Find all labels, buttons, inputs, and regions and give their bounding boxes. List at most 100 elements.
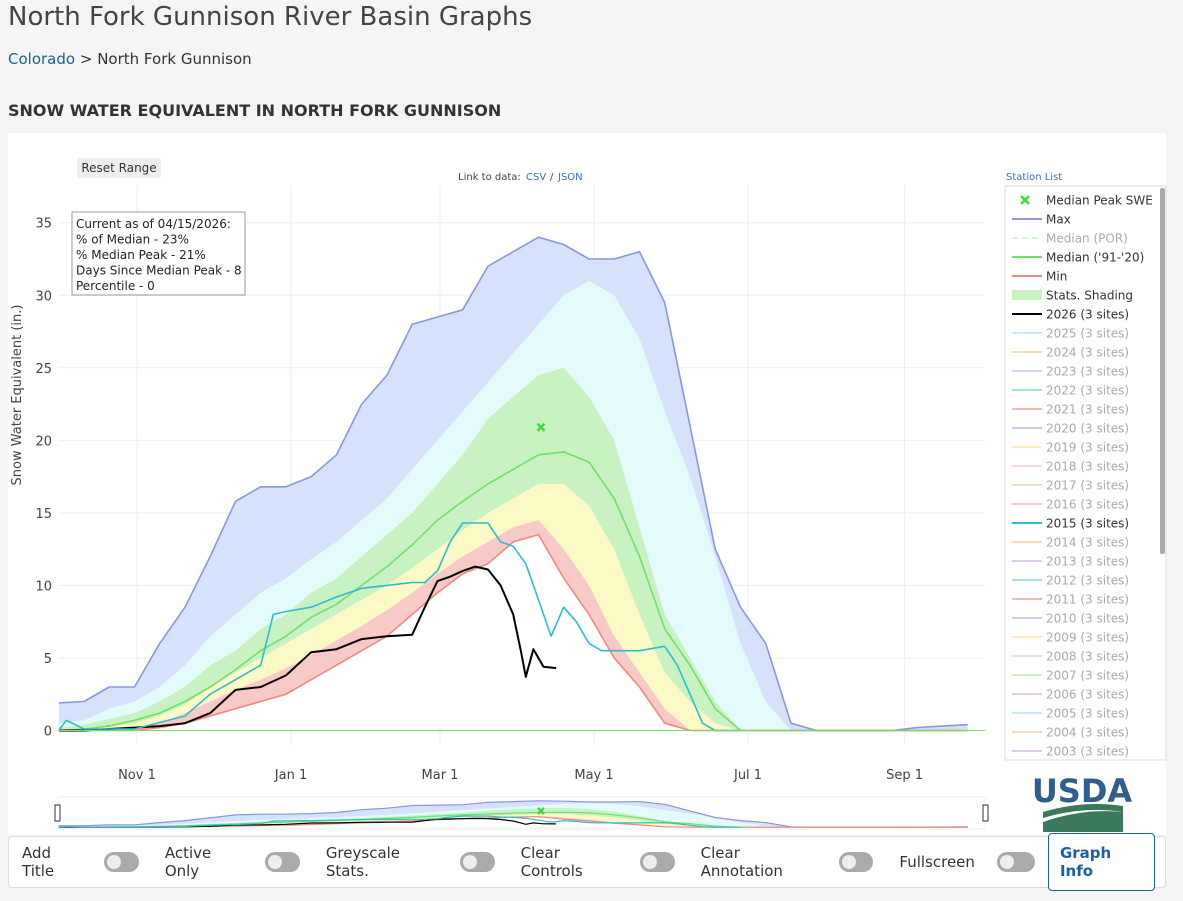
legend-item[interactable]: 2024 (3 sites) xyxy=(1012,346,1129,360)
toggle-label[interactable]: Active Only xyxy=(164,844,212,880)
legend-item[interactable]: 2022 (3 sites) xyxy=(1012,384,1129,398)
y-tick-label: 5 xyxy=(44,652,52,667)
legend-item[interactable]: Stats. Shading xyxy=(1012,289,1133,303)
legend-label[interactable]: 2003 (3 sites) xyxy=(1046,745,1129,759)
legend-item[interactable]: 2026 (3 sites) xyxy=(1012,308,1129,322)
breadcrumb: Colorado > North Fork Gunnison xyxy=(8,50,252,68)
legend-item[interactable]: 2006 (3 sites) xyxy=(1012,688,1129,702)
legend-label[interactable]: 2010 (3 sites) xyxy=(1046,612,1129,626)
legend-label[interactable]: 2023 (3 sites) xyxy=(1046,365,1129,379)
reset-range-button[interactable] xyxy=(77,158,161,178)
legend-label[interactable]: Max xyxy=(1046,213,1071,227)
legend-symbol xyxy=(1012,290,1042,300)
legend-label[interactable]: 2020 (3 sites) xyxy=(1046,422,1129,436)
legend-label[interactable]: Median Peak SWE xyxy=(1046,194,1153,208)
legend-item[interactable]: Max xyxy=(1012,213,1071,227)
toggle[interactable]: Greyscale Stats. xyxy=(326,844,495,880)
legend-item[interactable]: 2014 (3 sites) xyxy=(1012,536,1129,550)
toggle-label[interactable]: Clear Annotation xyxy=(700,844,783,880)
legend-item[interactable]: 2004 (3 sites) xyxy=(1012,726,1129,740)
annotation-line: Current as of 04/15/2026: xyxy=(76,217,231,231)
legend-item[interactable]: 2012 (3 sites) xyxy=(1012,574,1129,588)
legend-label[interactable]: 2015 (3 sites) xyxy=(1046,517,1129,531)
toggle-switch[interactable] xyxy=(838,852,874,872)
legend-label[interactable]: 2025 (3 sites) xyxy=(1046,327,1129,341)
legend-item[interactable]: 2010 (3 sites) xyxy=(1012,612,1129,626)
toggle-switch[interactable] xyxy=(459,852,495,872)
legend-item[interactable]: 2005 (3 sites) xyxy=(1012,707,1129,721)
legend-item[interactable]: 2008 (3 sites) xyxy=(1012,650,1129,664)
legend-label[interactable]: 2009 (3 sites) xyxy=(1046,631,1129,645)
toggle-label[interactable]: Clear Controls xyxy=(520,844,583,880)
legend-item[interactable]: 2020 (3 sites) xyxy=(1012,422,1129,436)
legend-label[interactable]: Stats. Shading xyxy=(1046,289,1133,303)
legend-label[interactable]: 2018 (3 sites) xyxy=(1046,460,1129,474)
legend-item[interactable]: 2021 (3 sites) xyxy=(1012,403,1129,417)
legend-label[interactable]: 2016 (3 sites) xyxy=(1046,498,1129,512)
legend-scrollbar[interactable] xyxy=(1160,188,1165,554)
toggle-label[interactable]: Add Title xyxy=(22,844,55,880)
toggle-switch[interactable] xyxy=(996,852,1035,872)
y-tick-label: 20 xyxy=(35,434,52,449)
csv-link[interactable]: CSV xyxy=(526,172,546,183)
legend-label[interactable]: 2007 (3 sites) xyxy=(1046,669,1129,683)
toggle[interactable]: Add Title xyxy=(22,844,139,880)
legend-item[interactable]: 2017 (3 sites) xyxy=(1012,479,1129,493)
legend-item[interactable]: 2018 (3 sites) xyxy=(1012,460,1129,474)
toggle-switch[interactable] xyxy=(639,852,675,872)
legend-label[interactable]: 2014 (3 sites) xyxy=(1046,536,1129,550)
legend-label[interactable]: 2013 (3 sites) xyxy=(1046,555,1129,569)
x-tick-label: Nov 1 xyxy=(118,768,156,783)
legend-item[interactable]: 2003 (3 sites) xyxy=(1012,745,1129,759)
toggle[interactable]: Clear Controls xyxy=(521,844,675,880)
toggle-switch[interactable] xyxy=(104,852,139,872)
legend-label[interactable]: 2008 (3 sites) xyxy=(1046,650,1129,664)
legend-label[interactable]: 2012 (3 sites) xyxy=(1046,574,1129,588)
legend-label[interactable]: 2019 (3 sites) xyxy=(1046,441,1129,455)
legend-label[interactable]: 2022 (3 sites) xyxy=(1046,384,1129,398)
legend-label[interactable]: 2011 (3 sites) xyxy=(1046,593,1129,607)
toggle[interactable]: Clear Annotation xyxy=(701,844,874,880)
legend-label[interactable]: 2006 (3 sites) xyxy=(1046,688,1129,702)
legend-label[interactable]: 2004 (3 sites) xyxy=(1046,726,1129,740)
legend-label[interactable]: Min xyxy=(1046,270,1067,284)
legend-item[interactable]: 2013 (3 sites) xyxy=(1012,555,1129,569)
toggle-label[interactable]: Greyscale Stats. xyxy=(325,844,401,880)
toggle[interactable]: Fullscreen xyxy=(899,852,1035,872)
legend-item[interactable]: 2011 (3 sites) xyxy=(1012,593,1129,607)
y-tick-label: 25 xyxy=(35,362,52,377)
range-slider[interactable] xyxy=(54,796,989,830)
legend-item[interactable]: Min xyxy=(1012,270,1067,284)
slider-handle[interactable] xyxy=(54,804,61,822)
toolbar: Add Title Active Only Greyscale Stats. Clea… xyxy=(8,833,1166,891)
reset-range-label[interactable]: Reset Range xyxy=(81,161,156,175)
toggle-label[interactable]: Fullscreen xyxy=(899,853,975,871)
legend-label[interactable]: 2021 (3 sites) xyxy=(1046,403,1129,417)
legend-item[interactable]: Median (POR) xyxy=(1012,232,1128,246)
legend-label[interactable]: Median ('91-'20) xyxy=(1046,251,1144,265)
legend-label[interactable]: 2005 (3 sites) xyxy=(1046,707,1129,721)
legend-item[interactable]: Median Peak SWE xyxy=(1020,194,1153,208)
legend-item[interactable]: 2016 (3 sites) xyxy=(1012,498,1129,512)
legend-item[interactable]: Median ('91-'20) xyxy=(1012,251,1144,265)
legend-label[interactable]: Median (POR) xyxy=(1046,232,1128,246)
slider-handle[interactable] xyxy=(982,804,989,822)
breadcrumb-link[interactable]: Colorado xyxy=(8,50,76,68)
toggle-switch[interactable] xyxy=(265,852,300,872)
graph-info-button[interactable]: Graph Info xyxy=(1047,833,1155,891)
legend-label[interactable]: 2024 (3 sites) xyxy=(1046,346,1129,360)
legend-label[interactable]: 2017 (3 sites) xyxy=(1046,479,1129,493)
legend-item[interactable]: 2007 (3 sites) xyxy=(1012,669,1129,683)
legend-item[interactable]: 2025 (3 sites) xyxy=(1012,327,1129,341)
median-peak-marker xyxy=(536,422,546,432)
legend-label[interactable]: 2026 (3 sites) xyxy=(1046,308,1129,322)
annotation-line: Percentile - 0 xyxy=(76,279,155,293)
json-link[interactable]: JSON xyxy=(557,172,583,183)
legend-symbol xyxy=(1020,195,1030,205)
legend-item[interactable]: 2015 (3 sites) xyxy=(1012,517,1129,531)
station-list-link[interactable]: Station List xyxy=(1006,172,1062,183)
legend-item[interactable]: 2009 (3 sites) xyxy=(1012,631,1129,645)
legend-item[interactable]: 2023 (3 sites) xyxy=(1012,365,1129,379)
legend-item[interactable]: 2019 (3 sites) xyxy=(1012,441,1129,455)
toggle[interactable]: Active Only xyxy=(165,844,300,880)
